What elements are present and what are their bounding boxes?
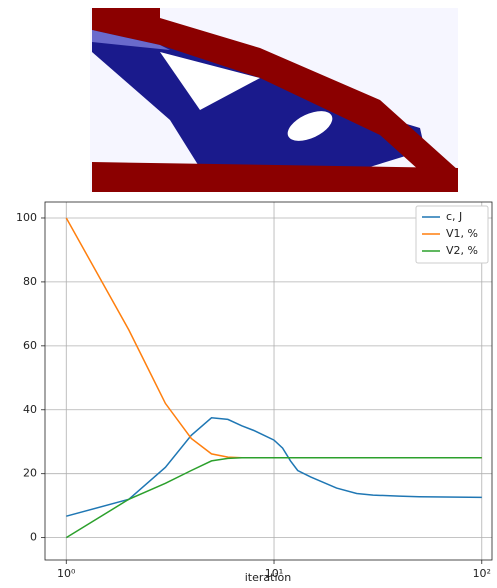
- x-tick-label: 10¹: [265, 567, 283, 580]
- legend-label: V1, %: [446, 227, 478, 240]
- y-tick-label: 20: [23, 467, 37, 480]
- y-tick-label: 80: [23, 275, 37, 288]
- legend-label: V2, %: [446, 244, 478, 257]
- legend: c, J V1, % V2, %: [416, 206, 488, 263]
- y-tick-label: 100: [16, 211, 37, 224]
- y-tick-label: 40: [23, 403, 37, 416]
- y-tick-label: 60: [23, 339, 37, 352]
- page: iteration 02040608010010⁰10¹10²c, JV1, %…: [0, 0, 497, 588]
- y-tick-label: 0: [30, 531, 37, 544]
- legend-label: c, J: [446, 210, 462, 223]
- x-tick-label: 10⁰: [57, 567, 76, 580]
- x-tick-label: 10²: [473, 567, 491, 580]
- topology-image: [90, 8, 458, 192]
